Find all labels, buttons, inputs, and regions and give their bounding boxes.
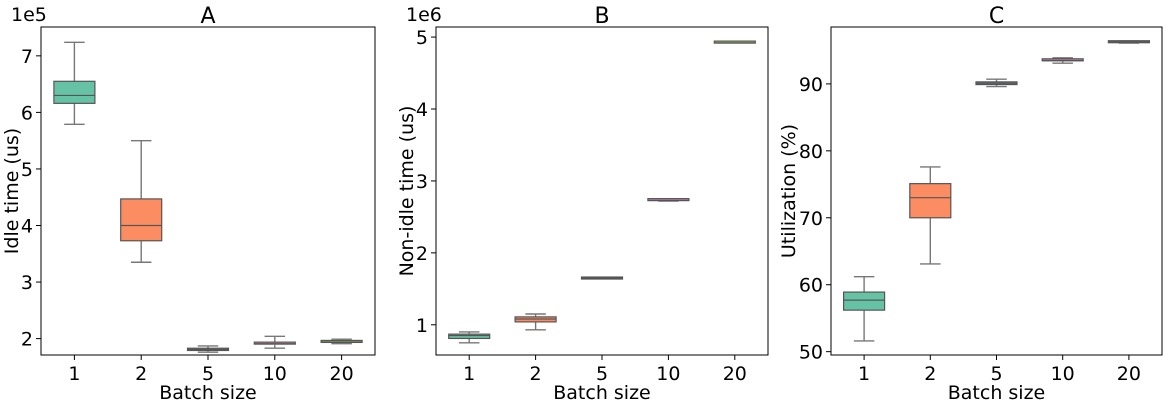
x-tick-label: 2: [530, 363, 542, 385]
y-tick-label: 3: [21, 272, 33, 294]
panel-title: B: [594, 4, 609, 29]
y-axis-label: Non-idle time (us): [396, 106, 418, 277]
x-tick-label: 2: [135, 363, 147, 385]
y-axis-label: Utilization (%): [778, 124, 800, 258]
x-axis-label: Batch size: [159, 382, 257, 403]
y-tick-label: 5: [416, 27, 428, 49]
y-tick-label: 2: [21, 329, 33, 351]
plot-frame: [40, 26, 376, 356]
y-tick-label: 5: [21, 159, 33, 181]
x-tick-label: 1: [858, 363, 870, 385]
x-axis-label: Batch size: [948, 382, 1046, 403]
panel-title: A: [200, 4, 215, 29]
box: [120, 198, 163, 242]
y-tick-label: 4: [416, 99, 428, 121]
x-tick-label: 20: [1117, 363, 1141, 385]
y-tick-label: 1: [416, 315, 428, 337]
y-tick-label: 80: [799, 141, 823, 163]
y-tick-label: 6: [21, 102, 33, 124]
x-tick-label: 10: [263, 363, 287, 385]
x-tick-label: 2: [924, 363, 936, 385]
y-tick-label: 70: [799, 208, 823, 230]
y-tick-label: 90: [799, 74, 823, 96]
y-tick-label: 60: [799, 275, 823, 297]
x-tick-label: 5: [202, 363, 214, 385]
box: [53, 80, 96, 104]
x-tick-label: 10: [656, 363, 680, 385]
box: [909, 183, 952, 219]
y-tick-label: 4: [21, 215, 33, 237]
y-tick-label: 3: [416, 171, 428, 193]
x-tick-label: 20: [723, 363, 747, 385]
y-axis-label: Idle time (us): [1, 128, 23, 254]
x-tick-label: 1: [68, 363, 80, 385]
y-tick-label: 2: [416, 243, 428, 265]
box: [448, 333, 491, 340]
x-tick-label: 5: [596, 363, 608, 385]
x-axis-label: Batch size: [553, 382, 651, 403]
x-tick-label: 1: [463, 363, 475, 385]
plot-frame: [435, 26, 769, 356]
x-tick-label: 5: [990, 363, 1002, 385]
y-tick-label: 50: [799, 342, 823, 364]
panel-title: C: [989, 4, 1004, 29]
x-tick-label: 10: [1051, 363, 1075, 385]
y-tick-label: 7: [21, 46, 33, 68]
axis-offset-text: 1e5: [11, 4, 47, 26]
x-tick-label: 20: [330, 363, 354, 385]
box: [842, 291, 886, 311]
axis-offset-text: 1e6: [406, 4, 442, 26]
